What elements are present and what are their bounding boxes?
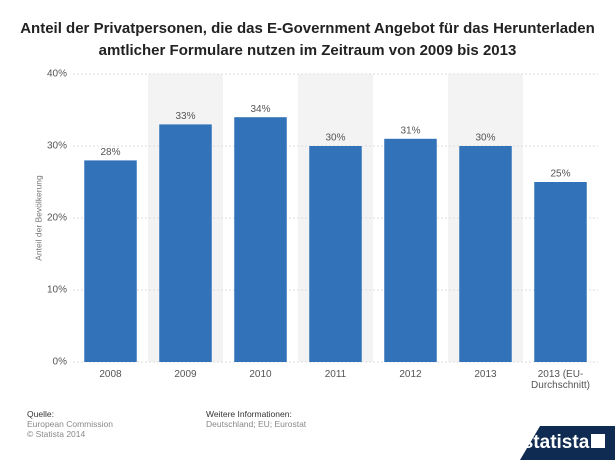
- info-title: Weitere Informationen:: [206, 409, 292, 419]
- bar: [459, 146, 512, 362]
- bar: [159, 124, 212, 363]
- y-tick-label: 30%: [47, 141, 67, 152]
- bar: [84, 160, 137, 362]
- x-tick-label: 2012: [399, 369, 422, 380]
- x-tick-label: 2010: [249, 369, 272, 380]
- y-tick-label: 40%: [47, 69, 67, 80]
- value-label: 31%: [400, 125, 420, 136]
- info: Deutschland; EU; Eurostat: [206, 419, 307, 429]
- x-tick-label: 2013: [474, 369, 497, 380]
- value-label: 30%: [325, 133, 345, 144]
- bar: [384, 138, 437, 362]
- logo: statista: [523, 432, 590, 453]
- source-block: Quelle: European Commission © Statista 2…: [27, 409, 113, 439]
- chart-title: Anteil der Privatpersonen, die das E-Gov…: [20, 20, 595, 59]
- copyright: © Statista 2014: [27, 429, 86, 439]
- value-label: 34%: [250, 104, 270, 115]
- info-block: Weitere Informationen: Deutschland; EU; …: [206, 409, 306, 429]
- y-tick-label: 10%: [47, 285, 67, 296]
- bar: [534, 182, 587, 362]
- logo-icon: [591, 434, 605, 448]
- bar: [234, 117, 287, 362]
- y-tick-label: 0%: [53, 357, 68, 368]
- value-label: 25%: [550, 169, 570, 180]
- value-label: 30%: [475, 133, 495, 144]
- bar: [309, 146, 362, 362]
- y-axis-label: Anteil der Bevölkerung: [33, 175, 43, 261]
- y-tick-label: 20%: [47, 213, 67, 224]
- value-label: 28%: [100, 147, 120, 158]
- source-title: Quelle:: [27, 409, 54, 419]
- x-tick-label: 2011: [324, 369, 347, 380]
- x-tick-label: 2009: [174, 369, 197, 380]
- x-tick-label: 2013 (EU-Durchschnitt): [531, 369, 590, 391]
- source: European Commission: [27, 419, 113, 429]
- value-label: 33%: [175, 111, 195, 122]
- x-tick-label: 2008: [99, 369, 122, 380]
